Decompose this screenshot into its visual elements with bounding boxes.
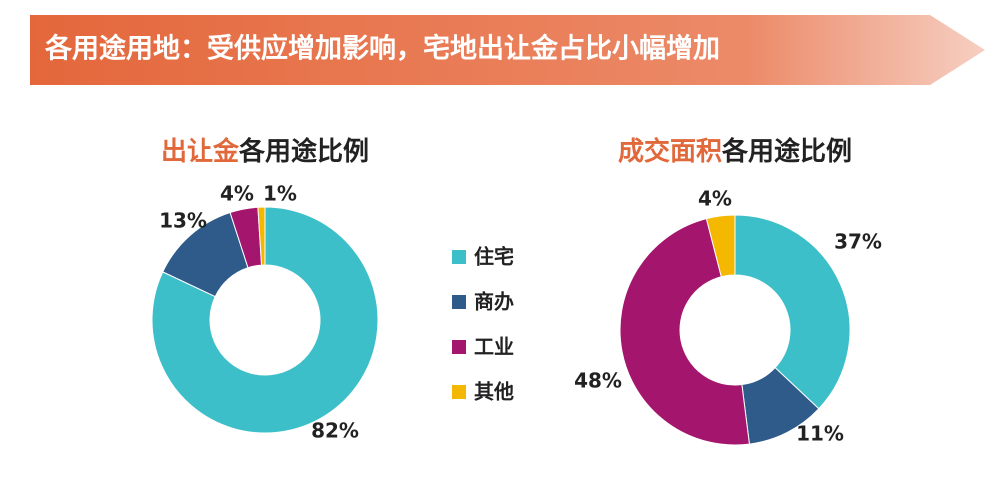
donut-segment (257, 206, 266, 266)
donut-segment (619, 218, 750, 446)
legend-swatch (452, 340, 466, 354)
legend-label: 工业 (474, 335, 514, 359)
donut-segment (734, 214, 851, 410)
banner (30, 15, 985, 85)
legend-label: 住宅 (474, 245, 514, 269)
data-label: 1% (263, 182, 297, 206)
legend-swatch (452, 295, 466, 309)
data-label: 4% (220, 182, 254, 206)
donut-segment (705, 214, 736, 278)
chart-title: 成交面积各用途比例 (618, 136, 852, 167)
legend-swatch (452, 250, 466, 264)
data-label: 11% (796, 422, 844, 446)
chart-title-part: 成交面积 (618, 136, 722, 167)
chart-title: 出让金各用途比例 (161, 136, 369, 167)
data-label: 13% (159, 209, 207, 233)
donut-segment (151, 206, 379, 434)
chart-title-part: 各用途比例 (721, 136, 852, 167)
chart-title-part: 出让金 (161, 136, 240, 167)
legend-swatch (452, 385, 466, 399)
data-label: 48% (574, 369, 622, 393)
legend-label: 商办 (474, 290, 514, 314)
data-label: 4% (698, 187, 732, 211)
legend-label: 其他 (474, 380, 514, 404)
chart-title-part: 各用途比例 (238, 136, 369, 167)
banner-title: 各用途用地：受供应增加影响，宅地出让金占比小幅增加 (44, 33, 720, 65)
data-label: 37% (834, 230, 882, 254)
data-label: 82% (311, 419, 359, 443)
